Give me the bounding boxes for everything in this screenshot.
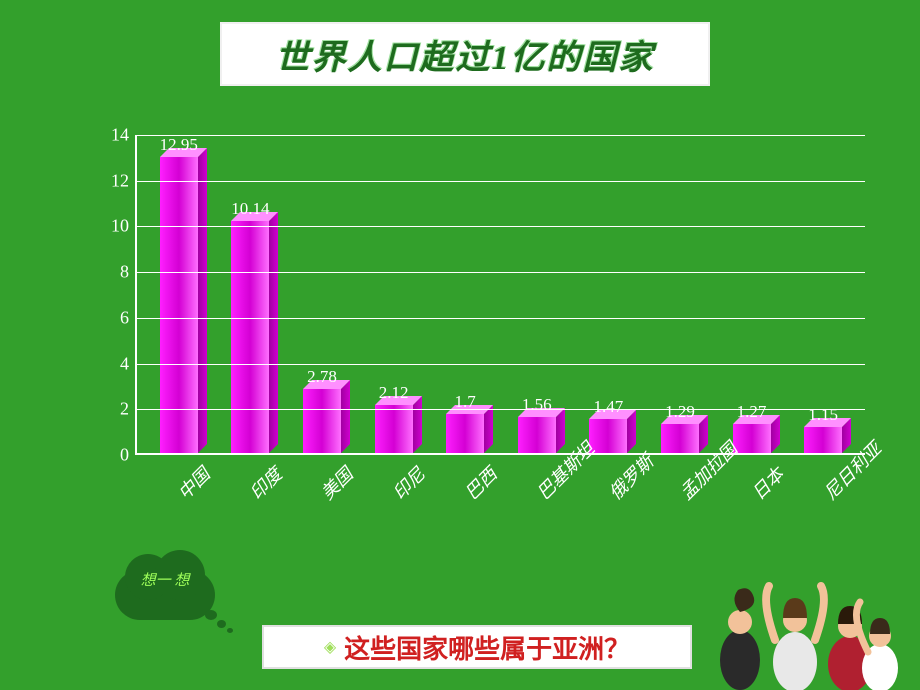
gridline — [137, 364, 865, 365]
y-tick-label: 6 — [120, 307, 137, 328]
bar: 10.14 — [231, 221, 269, 453]
bar-slot: 10.14 — [215, 221, 287, 453]
x-axis-label: 印度 — [243, 461, 287, 505]
x-axis-label: 美国 — [315, 461, 359, 505]
question-text: 这些国家哪些属于亚洲？ — [344, 629, 630, 666]
bar-value-label: 2.78 — [307, 367, 337, 387]
y-tick-label: 10 — [111, 216, 137, 237]
y-tick-label: 2 — [120, 399, 137, 420]
gridline — [137, 318, 865, 319]
bar-slot: 2.78 — [286, 389, 358, 453]
y-tick-label: 12 — [111, 170, 137, 191]
thought-bubble: 想一 想 — [115, 570, 225, 630]
y-tick-label: 14 — [111, 125, 137, 146]
bubble-dot-icon — [217, 620, 226, 628]
gridline — [137, 135, 865, 136]
bar-value-label: 1.47 — [593, 397, 623, 417]
x-axis-label: 印尼 — [387, 461, 431, 505]
gridline — [137, 181, 865, 182]
thought-text: 想一 想 — [115, 572, 215, 590]
x-axis-labels: 中国印度美国印尼巴西巴基斯坦俄罗斯孟加拉国日本尼日利亚 — [135, 475, 865, 565]
bar: 1.7 — [446, 414, 484, 453]
x-axis-label: 日本 — [746, 461, 790, 505]
bar-value-label: 1.56 — [522, 395, 552, 415]
bar-slot: 1.29 — [644, 424, 716, 453]
x-axis-label: 巴西 — [458, 461, 502, 505]
bars-container: 12.95 10.14 2.78 2.12 1.7 1.56 1.47 1.29 1.27 1.1… — [137, 135, 865, 453]
bar: 1.27 — [733, 424, 771, 453]
people-image — [700, 560, 900, 690]
bar-value-label: 10.14 — [231, 199, 269, 219]
diamond-bullet-icon: ◈ — [324, 637, 336, 657]
bar-slot: 1.15 — [787, 427, 859, 453]
bar-value-label: 12.95 — [160, 135, 198, 155]
bar: 2.12 — [375, 405, 413, 453]
plot-area: 12.95 10.14 2.78 2.12 1.7 1.56 1.47 1.29 1.27 1.1… — [135, 135, 865, 455]
bar: 2.78 — [303, 389, 341, 453]
y-tick-label: 0 — [120, 445, 137, 466]
population-bar-chart: 12.95 10.14 2.78 2.12 1.7 1.56 1.47 1.29 1.27 1.1… — [85, 135, 865, 475]
bar-slot: 1.56 — [501, 417, 573, 453]
bar-value-label: 1.29 — [665, 402, 695, 422]
bar-slot: 2.12 — [358, 405, 430, 453]
page-title: 世界人口超过1亿的国家 — [276, 30, 655, 79]
y-tick-label: 8 — [120, 262, 137, 283]
bar: 1.56 — [518, 417, 556, 453]
bar-slot: 1.7 — [429, 414, 501, 453]
question-box: ◈ 这些国家哪些属于亚洲？ — [262, 625, 692, 669]
bubble-dot-icon — [227, 628, 233, 633]
bar: 1.29 — [661, 424, 699, 453]
gridline — [137, 226, 865, 227]
gridline — [137, 409, 865, 410]
x-axis-label: 中国 — [171, 461, 215, 505]
bar: 1.15 — [804, 427, 842, 453]
bar-value-label: 1.27 — [737, 402, 767, 422]
gridline — [137, 272, 865, 273]
bar-value-label: 1.15 — [808, 405, 838, 425]
title-box: 世界人口超过1亿的国家 — [220, 22, 710, 86]
bubble-dot-icon — [205, 610, 217, 620]
bar-value-label: 2.12 — [379, 383, 409, 403]
bar: 1.47 — [589, 419, 627, 453]
y-tick-label: 4 — [120, 353, 137, 374]
